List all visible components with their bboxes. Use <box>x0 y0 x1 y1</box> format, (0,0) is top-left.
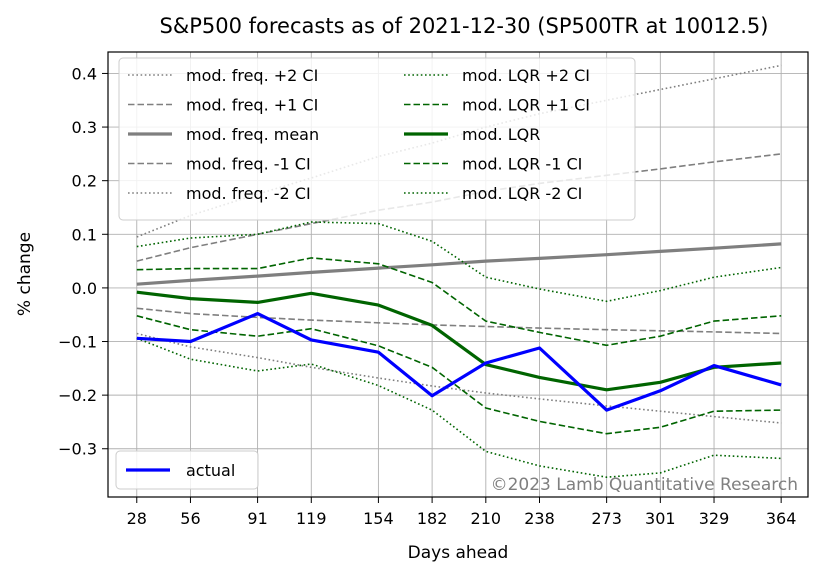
legend-label: actual <box>186 461 235 480</box>
series-line-mod-freq-mean <box>136 242 782 286</box>
legend-label: mod. LQR <box>462 125 540 144</box>
y-tick-label: 0.4 <box>72 64 97 83</box>
legend-entry-mod-freq-mean: mod. freq. mean <box>128 125 319 144</box>
x-tick-label: 91 <box>247 509 267 528</box>
y-axis: 0.4 0.3 0.2 0.1 0.0 −0.1 −0.2 −0.3 <box>58 64 108 459</box>
legend-entry-mod-lqr-minus1-ci: mod. LQR -1 CI <box>404 155 582 174</box>
x-tick-label: 364 <box>766 509 797 528</box>
legend-entry-mod-lqr: mod. LQR <box>404 125 540 144</box>
y-tick-label: 0.3 <box>72 118 97 137</box>
legend-label: mod. LQR -1 CI <box>462 155 582 174</box>
legend-entry-actual: actual <box>126 461 235 480</box>
legend-label: mod. LQR -2 CI <box>462 184 582 203</box>
y-axis-label: % change <box>15 232 35 316</box>
legend-entry-mod-lqr-minus2-ci: mod. LQR -2 CI <box>404 184 582 203</box>
x-tick-label: 154 <box>363 509 394 528</box>
legend-entry-mod-freq-minus2-ci: mod. freq. -2 CI <box>128 184 311 203</box>
y-tick-label: 0.1 <box>72 225 97 244</box>
x-tick-label: 182 <box>417 509 448 528</box>
x-tick-label: 210 <box>471 509 502 528</box>
legend-label: mod. LQR +1 CI <box>462 96 590 115</box>
legend-label: mod. freq. +2 CI <box>186 66 318 85</box>
legend-label: mod. freq. +1 CI <box>186 96 318 115</box>
watermark-text: ©2023 Lamb Quantitative Research <box>491 475 798 495</box>
y-tick-label: −0.2 <box>58 386 97 405</box>
series-line-mod-lqr <box>136 290 782 392</box>
series-line-mod-freq-minus2-ci <box>136 332 782 424</box>
legend-entry-mod-freq-plus2-ci: mod. freq. +2 CI <box>128 66 318 85</box>
legend-box: mod. freq. +2 CI mod. freq. +1 CI mod. fre… <box>118 57 636 221</box>
y-tick-label: −0.3 <box>58 440 97 459</box>
series-line-mod-freq-minus1-ci <box>136 307 782 335</box>
x-tick-label: 273 <box>591 509 622 528</box>
legend-entry-mod-freq-plus1-ci: mod. freq. +1 CI <box>128 96 318 115</box>
y-tick-label: −0.1 <box>58 333 97 352</box>
y-tick-label: 0.2 <box>72 172 97 191</box>
legend-label: mod. freq. -2 CI <box>186 184 311 203</box>
series-line-mod-lqr-plus1-ci <box>136 257 782 347</box>
legend-label: mod. freq. -1 CI <box>186 155 311 174</box>
series-line-mod-lqr-minus1-ci <box>136 315 782 435</box>
x-tick-label: 301 <box>645 509 676 528</box>
x-tick-label: 28 <box>127 509 147 528</box>
legend-actual-box: actual <box>115 450 259 490</box>
x-tick-label: 238 <box>524 509 555 528</box>
legend-entry-mod-lqr-plus2-ci: mod. LQR +2 CI <box>404 66 590 85</box>
series-line-actual <box>136 312 782 412</box>
legend-entry-mod-lqr-plus1-ci: mod. LQR +1 CI <box>404 96 590 115</box>
x-axis-label: Days ahead <box>408 543 509 563</box>
series-line-mod-lqr-minus2-ci <box>136 337 782 479</box>
x-axis: 28 56 91 119 154 182 210 238 273 301 329 364 <box>127 497 797 528</box>
y-tick-label: 0.0 <box>72 279 97 298</box>
x-tick-label: 56 <box>180 509 200 528</box>
legend-label: mod. LQR +2 CI <box>462 66 590 85</box>
x-tick-label: 119 <box>296 509 327 528</box>
x-tick-label: 329 <box>699 509 730 528</box>
chart-title: S&P500 forecasts as of 2021-12-30 (SP500… <box>160 14 769 38</box>
legend-frame <box>118 57 636 221</box>
series-line-mod-lqr-plus2-ci <box>136 221 782 303</box>
legend-label: mod. freq. mean <box>186 125 319 144</box>
legend-entry-mod-freq-minus1-ci: mod. freq. -1 CI <box>128 155 311 174</box>
legend-actual-frame <box>115 450 259 490</box>
plot-frame <box>107 51 809 498</box>
